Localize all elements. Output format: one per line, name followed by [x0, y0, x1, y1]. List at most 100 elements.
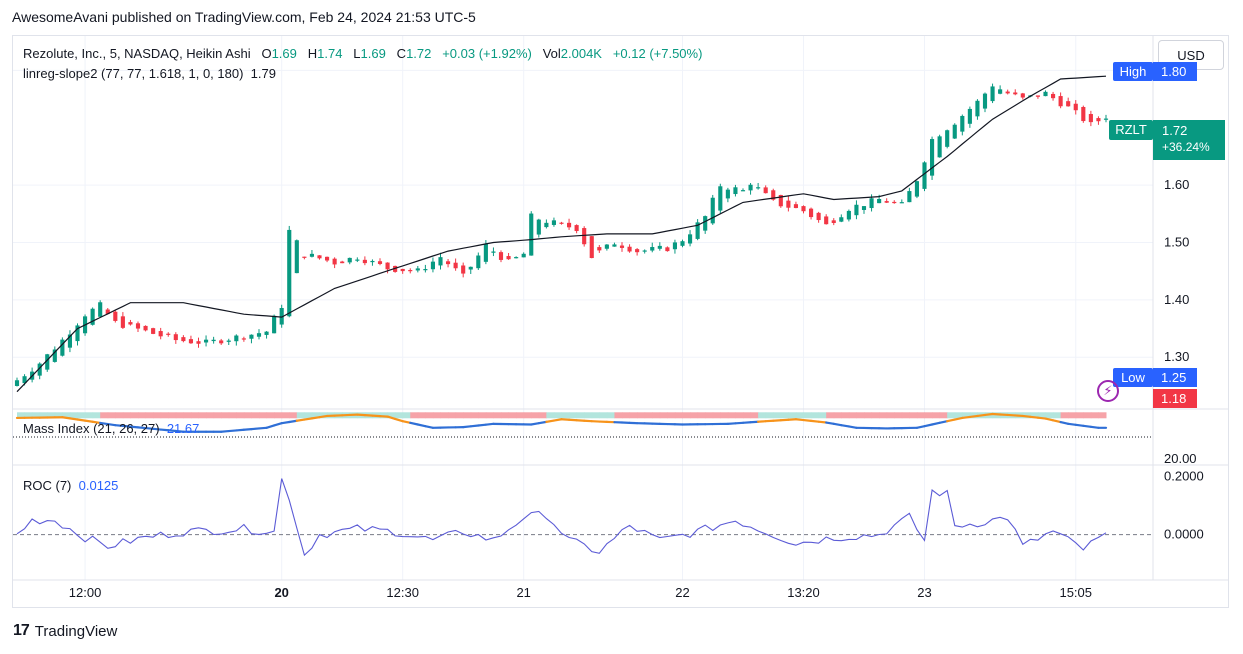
candle-down	[324, 256, 330, 261]
mass-index-band-segment	[690, 412, 699, 419]
tradingview-brand: TradingView	[34, 622, 118, 640]
candle-up	[998, 89, 1003, 94]
mass-index-line-segment	[250, 427, 261, 431]
candle-up	[899, 202, 904, 204]
candle-up	[98, 302, 103, 317]
candle-down	[1066, 101, 1071, 107]
mass-index-line-segment	[220, 429, 230, 433]
mass-index-line-segment	[537, 420, 548, 425]
mass-index-band-segment	[614, 412, 623, 419]
candle-up	[756, 187, 761, 189]
mass-index-line-segment	[734, 421, 745, 425]
candle-down	[763, 187, 768, 194]
mass-index-band-segment	[546, 412, 555, 419]
roc-tick-label: 0.2000	[1164, 469, 1204, 484]
mass-index-line-segment	[1059, 420, 1070, 425]
mass-index-band-segment	[569, 412, 578, 419]
candle-down	[884, 201, 889, 203]
candle-up	[60, 339, 65, 356]
candle-up	[672, 242, 678, 250]
mass-index-line-segment	[273, 422, 283, 427]
lightning-icon[interactable]: ⚡	[1097, 380, 1119, 402]
candle-up	[1043, 91, 1048, 97]
candle-down	[665, 247, 670, 252]
mass-index-band-segment	[501, 412, 510, 419]
candle-up	[468, 266, 473, 270]
time-tick-label: 21	[516, 585, 530, 600]
mass-index-band-segment	[402, 412, 411, 419]
mass-index-band-segment	[485, 412, 494, 419]
mass-index-band-segment	[659, 412, 668, 419]
mass-index-band-segment	[243, 412, 252, 419]
mass-index-band-segment	[841, 412, 850, 419]
mass-index-line-segment	[469, 424, 480, 428]
mass-index-line-segment	[938, 420, 949, 424]
time-tick-label: 15:05	[1059, 585, 1092, 600]
mass-index-line-segment	[825, 421, 835, 425]
mass-index-band-segment	[674, 412, 683, 419]
mass-index-line-segment	[394, 417, 404, 423]
mass-index-band-segment	[69, 412, 78, 419]
candle-up	[544, 222, 549, 228]
mass-index-band-segment	[531, 412, 540, 419]
candle-up	[952, 124, 957, 139]
mass-index-line-segment	[1074, 423, 1085, 427]
mass-index-line-segment	[76, 418, 87, 422]
candle-down	[1020, 93, 1025, 98]
mass-index-band-segment	[901, 412, 910, 419]
roc-value: 0.0125	[78, 478, 119, 493]
candle-down	[778, 194, 783, 207]
high-tag-value: 1.80	[1153, 62, 1197, 81]
candle-up	[914, 181, 920, 197]
mass-index-band-segment	[667, 412, 676, 419]
price-tick-label: 1.40	[1164, 292, 1189, 307]
candle-up	[687, 234, 693, 244]
mass-index-band-segment	[712, 412, 721, 419]
candle-up	[703, 216, 708, 231]
candle-down	[892, 201, 897, 204]
candle-up	[294, 240, 299, 274]
candle-down	[143, 325, 148, 331]
mass-index-legend: Mass Index (21, 26, 27) 21.67	[23, 421, 199, 436]
mass-index-band-segment	[848, 412, 857, 419]
candle-down	[831, 220, 836, 224]
time-tick-label: 12:30	[386, 585, 419, 600]
mass-index-line-segment	[726, 422, 737, 425]
time-tick-label: 22	[675, 585, 689, 600]
mass-index-band-segment	[826, 412, 835, 419]
price-change: +0.03 (+1.92%)	[442, 46, 532, 61]
candle-down	[1073, 103, 1078, 111]
mass-index-band-segment	[115, 412, 124, 419]
candle-up	[945, 130, 950, 147]
candle-down	[408, 270, 413, 272]
mass-index-line-segment	[832, 422, 843, 427]
candle-down	[589, 236, 594, 259]
publisher-line: AwesomeAvani published on TradingView.co…	[12, 9, 476, 25]
last-price-tag: 1.72 +36.24%	[1153, 120, 1225, 160]
low-value: 1.69	[360, 46, 386, 61]
candle-up	[975, 100, 980, 117]
candle-up	[604, 244, 609, 249]
mass-index-line-segment	[1029, 415, 1040, 419]
candle-up	[642, 250, 647, 252]
candle-down	[219, 340, 224, 344]
candle-up	[423, 269, 428, 271]
low-tag-label: Low	[1113, 368, 1153, 387]
close-value: 1.72	[406, 46, 432, 61]
mass-index-band-segment	[289, 412, 298, 419]
mass-index-band-segment	[395, 412, 404, 419]
candle-down	[181, 337, 186, 342]
mass-index-band-segment	[561, 412, 570, 419]
price-tick-label: 1.50	[1164, 235, 1189, 250]
candle-up	[907, 191, 912, 203]
candle-down	[1096, 118, 1101, 122]
tradingview-logo[interactable]: 17 TradingView	[13, 622, 117, 640]
mass-index-band-segment	[924, 412, 933, 419]
mass-index-line-segment	[930, 421, 941, 426]
candle-down	[317, 255, 322, 259]
mass-index-band-segment	[448, 412, 457, 419]
candle-down	[1035, 95, 1041, 97]
candle-up	[650, 247, 655, 251]
tradingview-mark-icon: 17	[13, 622, 30, 639]
